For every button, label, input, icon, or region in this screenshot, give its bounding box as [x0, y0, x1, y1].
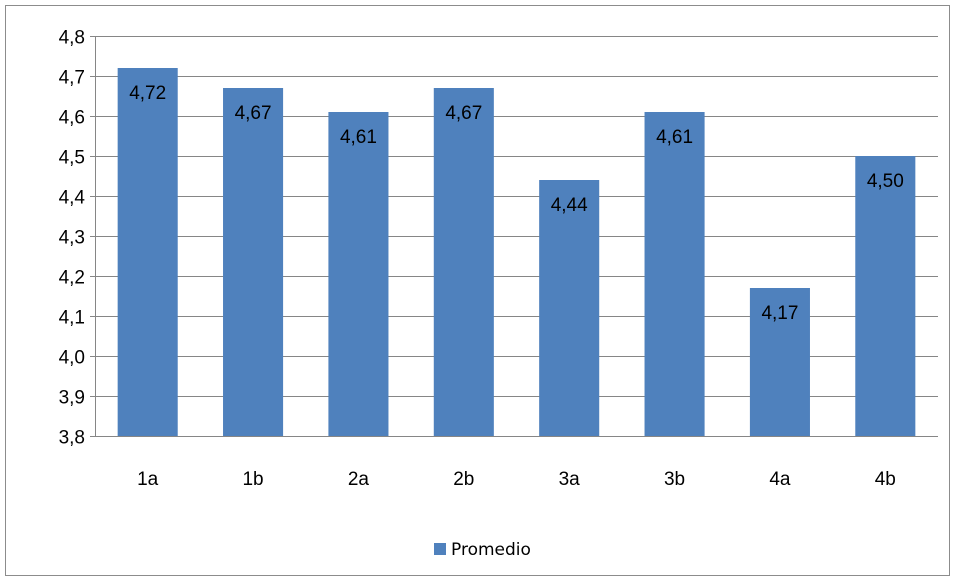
bar-3a: [539, 180, 600, 436]
x-tick-label-1a: 1a: [137, 469, 159, 490]
bars: [117, 68, 916, 436]
bar-2a: [328, 112, 389, 436]
data-label-4b: 4,50: [867, 171, 904, 192]
x-tick-label-3b: 3b: [664, 469, 685, 490]
y-tick-label: 4,8: [59, 28, 85, 49]
y-tick-label: 4,4: [59, 188, 86, 209]
y-tick-label: 4,5: [59, 148, 85, 169]
legend: Promedio: [434, 540, 531, 560]
x-tick-label-2a: 2a: [348, 469, 370, 490]
x-tick-label-3a: 3a: [559, 469, 581, 490]
data-label-3b: 4,61: [656, 127, 693, 148]
bar-3b: [644, 112, 705, 436]
legend-label: Promedio: [451, 540, 531, 560]
bar-4b: [855, 156, 916, 436]
data-label-2b: 4,67: [445, 103, 482, 124]
x-tick-label-4a: 4a: [769, 469, 791, 490]
bar-1a: [117, 68, 178, 436]
x-axis: 1a 1b 2a 2b 3a 3b 4a 4b: [95, 436, 938, 490]
bar-2b: [433, 88, 494, 436]
x-tick-label-1b: 1b: [242, 469, 263, 490]
data-label-1a: 4,72: [129, 83, 166, 104]
y-tick-label: 4,0: [59, 348, 85, 369]
y-tick-label: 4,7: [59, 68, 85, 89]
legend-swatch: [434, 543, 446, 555]
y-tick-label: 4,6: [59, 108, 85, 129]
data-label-3a: 4,44: [551, 195, 588, 216]
data-labels: 4,72 4,67 4,61 4,67 4,44 4,61 4,17 4,50: [129, 83, 904, 324]
bar-1b: [223, 88, 284, 436]
bar-4a: [749, 288, 810, 436]
x-tick-label-4b: 4b: [875, 469, 896, 490]
data-label-2a: 4,61: [340, 127, 377, 148]
y-tick-label: 4,1: [59, 308, 85, 329]
y-tick-label: 3,9: [59, 388, 85, 409]
y-tick-label: 4,3: [59, 228, 85, 249]
x-tick-label-2b: 2b: [453, 469, 474, 490]
y-axis: 3,8 3,9 4,0 4,1 4,2 4,3 4,4 4,5 4,6 4,7 4,8: [59, 28, 96, 449]
y-tick-label: 3,8: [59, 428, 85, 449]
gridlines: [95, 36, 938, 397]
y-tick-label: 4,2: [59, 268, 85, 289]
data-label-1b: 4,67: [235, 103, 272, 124]
data-label-4a: 4,17: [761, 303, 798, 324]
